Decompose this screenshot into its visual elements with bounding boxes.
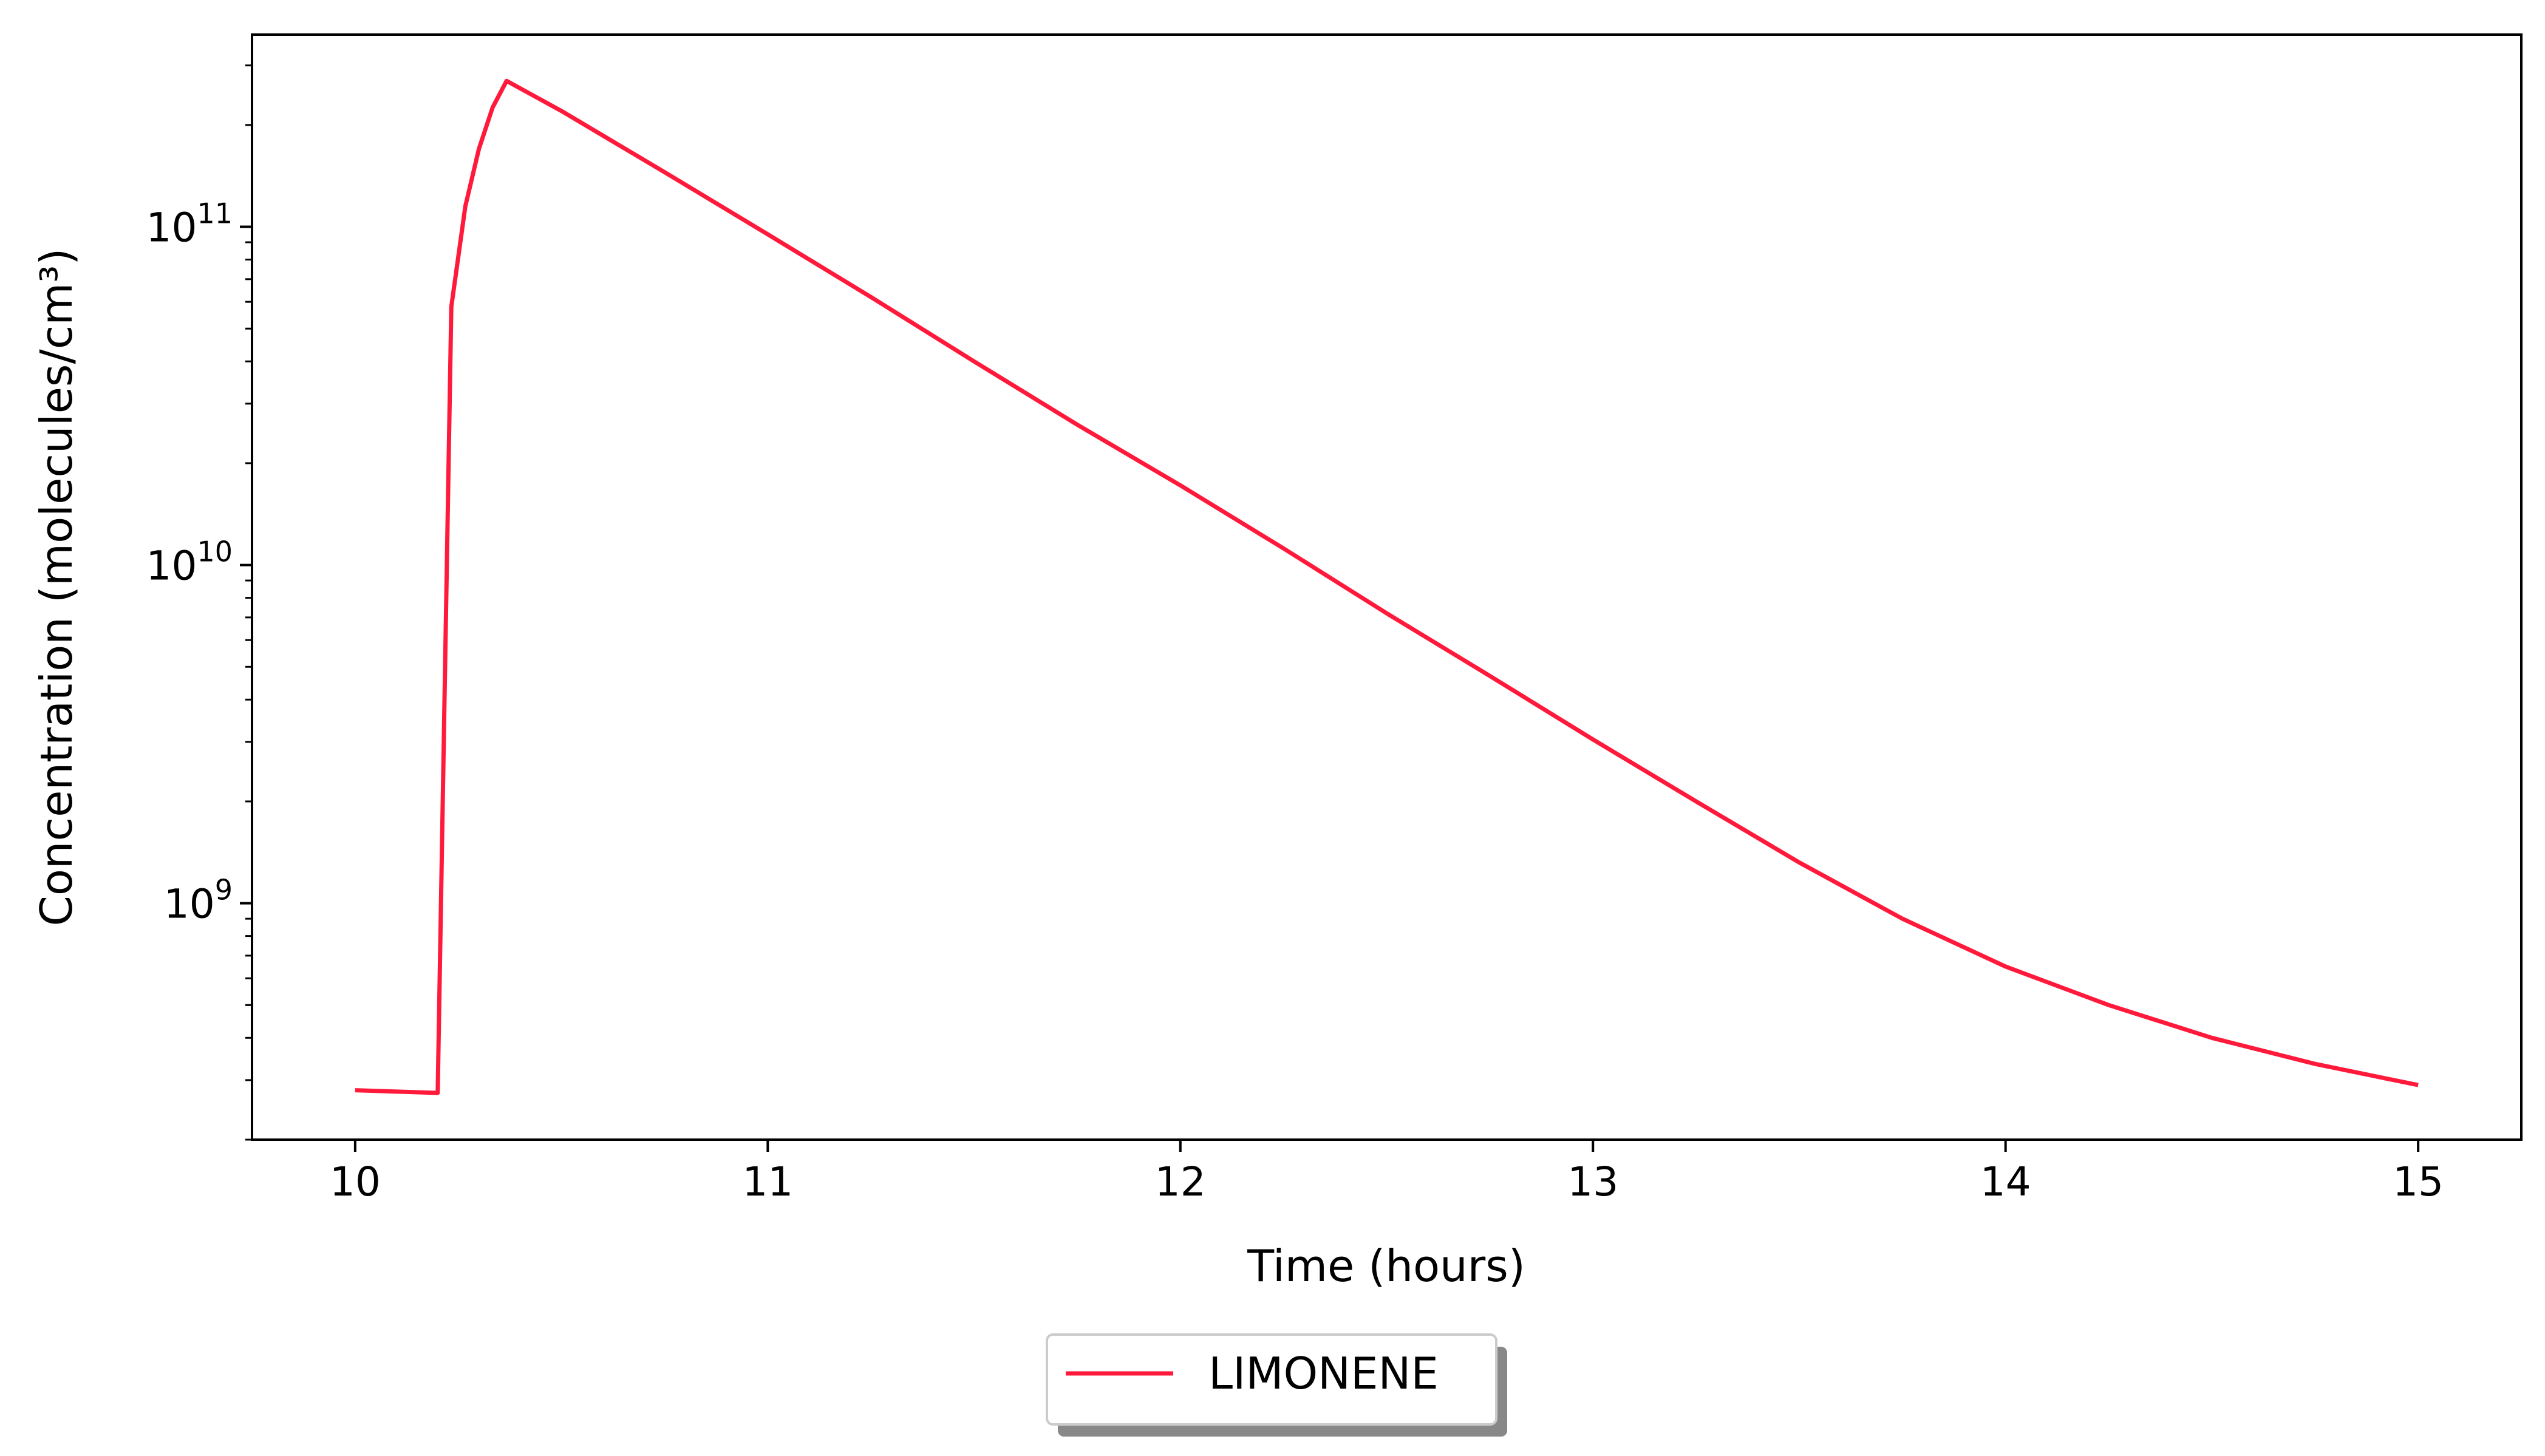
y-tick-label: 109 <box>164 874 233 928</box>
x-axis-title: Time (hours) <box>1247 1240 1525 1291</box>
x-axis-ticks: 10 11 12 13 14 15 <box>330 1140 2444 1205</box>
legend: LIMONENE <box>1046 1333 1507 1437</box>
x-tick-label: 10 <box>330 1158 381 1205</box>
x-tick-label: 12 <box>1155 1158 1206 1205</box>
y-axis-ticks: 109 1010 1011 <box>146 197 252 928</box>
plot-frame <box>251 33 2523 1141</box>
x-tick-label: 13 <box>1567 1158 1618 1205</box>
y-axis-title: Concentration (molecules/cm³) <box>31 248 82 927</box>
x-tick-label: 15 <box>2393 1158 2444 1205</box>
y-tick-label: 1010 <box>146 536 233 590</box>
legend-box <box>1046 1333 1497 1426</box>
x-tick-label: 11 <box>742 1158 793 1205</box>
y-tick-label: 1011 <box>146 197 233 251</box>
legend-label-limonene: LIMONENE <box>1208 1348 1439 1399</box>
x-tick-label: 14 <box>1980 1158 2031 1205</box>
series-line-limonene <box>355 78 2419 1095</box>
